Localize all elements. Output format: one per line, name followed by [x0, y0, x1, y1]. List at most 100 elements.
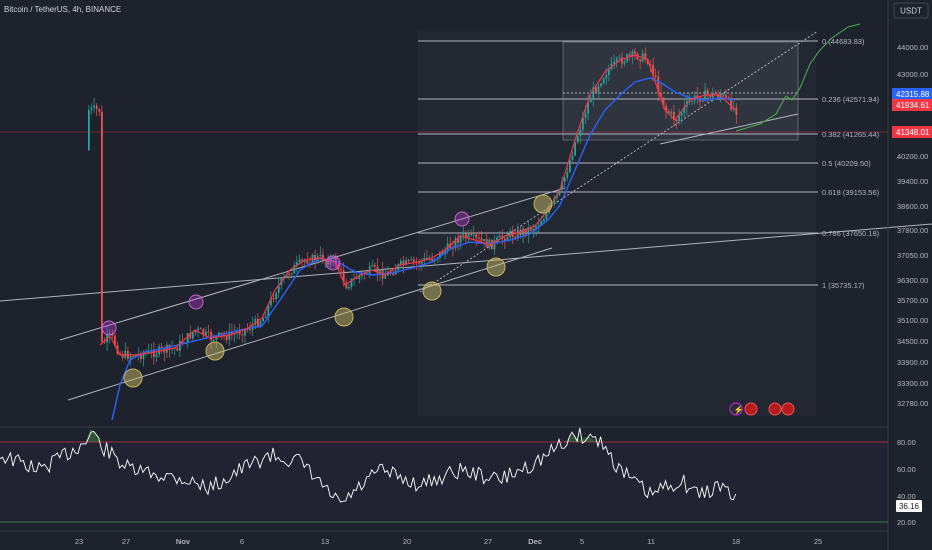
- candle-body: [397, 264, 400, 271]
- price-tick-label: 35100.00: [897, 316, 928, 325]
- candle-body: [579, 129, 582, 136]
- time-axis[interactable]: 23 27 Nov 6 13 20 27 Dec 5 11 18 25: [75, 537, 822, 546]
- time-tick-label: 13: [321, 537, 329, 546]
- candle-body: [296, 262, 298, 265]
- consolidation-box: [562, 41, 799, 141]
- lightning-event-icon[interactable]: [729, 402, 743, 416]
- candle-body: [262, 317, 264, 322]
- candle-body: [407, 260, 410, 262]
- candle-body: [574, 142, 576, 156]
- pivot-low-marker: [123, 368, 143, 388]
- candle-body: [238, 331, 241, 335]
- candle-body: [132, 356, 134, 358]
- rsi-value-tag: [896, 500, 922, 512]
- svg-text:⚡: ⚡: [734, 405, 744, 415]
- candle-body: [498, 235, 501, 238]
- time-tick-label: Dec: [528, 537, 542, 546]
- pivot-low-marker: [422, 281, 442, 301]
- price-tick-label: 34500.00: [897, 337, 928, 346]
- candle-body: [418, 262, 420, 264]
- dotted-trend-line[interactable]: [419, 30, 819, 293]
- time-tick-label: 25: [814, 537, 822, 546]
- recent-support-line[interactable]: [659, 113, 799, 145]
- currency-button[interactable]: [893, 2, 929, 19]
- candle-body: [129, 356, 132, 359]
- price-tick-label: 37800.00: [897, 226, 928, 235]
- candle-body: [420, 260, 423, 264]
- candle-body: [371, 265, 374, 267]
- candle-body: [303, 260, 306, 262]
- candle-body: [179, 340, 181, 351]
- candle-body: [618, 57, 621, 59]
- rsi-pane[interactable]: [0, 427, 888, 523]
- rsi-overbought-fill: [565, 434, 600, 442]
- fib-level-label: 0 (44683.83): [822, 37, 865, 46]
- candle-body: [691, 100, 693, 102]
- time-tick-label: 27: [122, 537, 130, 546]
- time-tick-label: 20: [403, 537, 411, 546]
- fibonacci-retracement[interactable]: 0 (44683.83) 0.236 (42571.94) 0.382 (41265…: [418, 37, 880, 290]
- long-support-line[interactable]: [0, 223, 932, 302]
- candle-body: [582, 117, 584, 130]
- time-tick-label: 6: [240, 537, 244, 546]
- us-flag-event-icon[interactable]: [744, 402, 758, 416]
- candle-body: [176, 347, 179, 351]
- candle-body: [527, 227, 530, 235]
- candle-body: [350, 278, 353, 287]
- ema-fast-line[interactable]: [99, 54, 736, 356]
- candle-body: [504, 238, 506, 242]
- channel-lower-line[interactable]: [67, 247, 553, 401]
- time-tick-label: 23: [75, 537, 83, 546]
- candle-body: [584, 113, 587, 118]
- symbol-title[interactable]: Bitcoin / TetherUS, 4h, BINANCE: [4, 5, 121, 14]
- price-tag: [892, 126, 932, 138]
- candle-body: [218, 332, 220, 336]
- candle-body: [673, 111, 675, 121]
- candle-body: [730, 97, 732, 110]
- candle-body: [647, 59, 649, 64]
- candle-body: [277, 285, 280, 294]
- us-flag-event-icon[interactable]: [781, 402, 795, 416]
- candle-body: [439, 251, 441, 258]
- candle-body: [470, 233, 472, 235]
- rsi-line[interactable]: [0, 427, 737, 503]
- pivot-high-marker: [325, 255, 341, 271]
- candle-body: [680, 112, 683, 116]
- candle-body: [644, 53, 647, 60]
- candle-body: [524, 228, 527, 235]
- candle-body: [605, 75, 608, 79]
- rsi-overbought-fill: [86, 429, 100, 442]
- candle-body: [636, 53, 639, 60]
- candle-body: [714, 92, 717, 95]
- candle-body: [493, 240, 496, 250]
- ema-slow-line[interactable]: [111, 77, 736, 421]
- candle-body: [675, 120, 678, 122]
- candle-body: [155, 354, 158, 357]
- candle-body: [290, 273, 293, 275]
- candle-body: [496, 237, 498, 241]
- fib-level-label: 0.382 (41265.44): [822, 130, 880, 139]
- candle-body: [166, 344, 168, 353]
- candle-body: [706, 90, 709, 95]
- candle-body: [348, 286, 350, 289]
- candle-body: [725, 94, 727, 98]
- candle-body: [272, 298, 275, 300]
- candle-body: [379, 269, 381, 274]
- event-icons[interactable]: ⚡: [729, 402, 795, 416]
- candle-body: [634, 51, 636, 54]
- time-tick-label: 11: [647, 537, 655, 546]
- candle-body: [561, 181, 563, 190]
- candle-body: [98, 109, 101, 112]
- us-flag-event-icon[interactable]: [768, 402, 782, 416]
- candle-body: [678, 115, 680, 122]
- candle-body: [189, 333, 192, 339]
- candle-body: [275, 293, 277, 300]
- candle-body: [197, 328, 199, 331]
- candle-body: [246, 328, 249, 330]
- candle-body: [623, 61, 626, 64]
- candle-body: [368, 266, 371, 275]
- price-tick-label: 44000.00: [897, 43, 928, 52]
- candle-body: [628, 54, 631, 57]
- candle-body: [358, 275, 361, 279]
